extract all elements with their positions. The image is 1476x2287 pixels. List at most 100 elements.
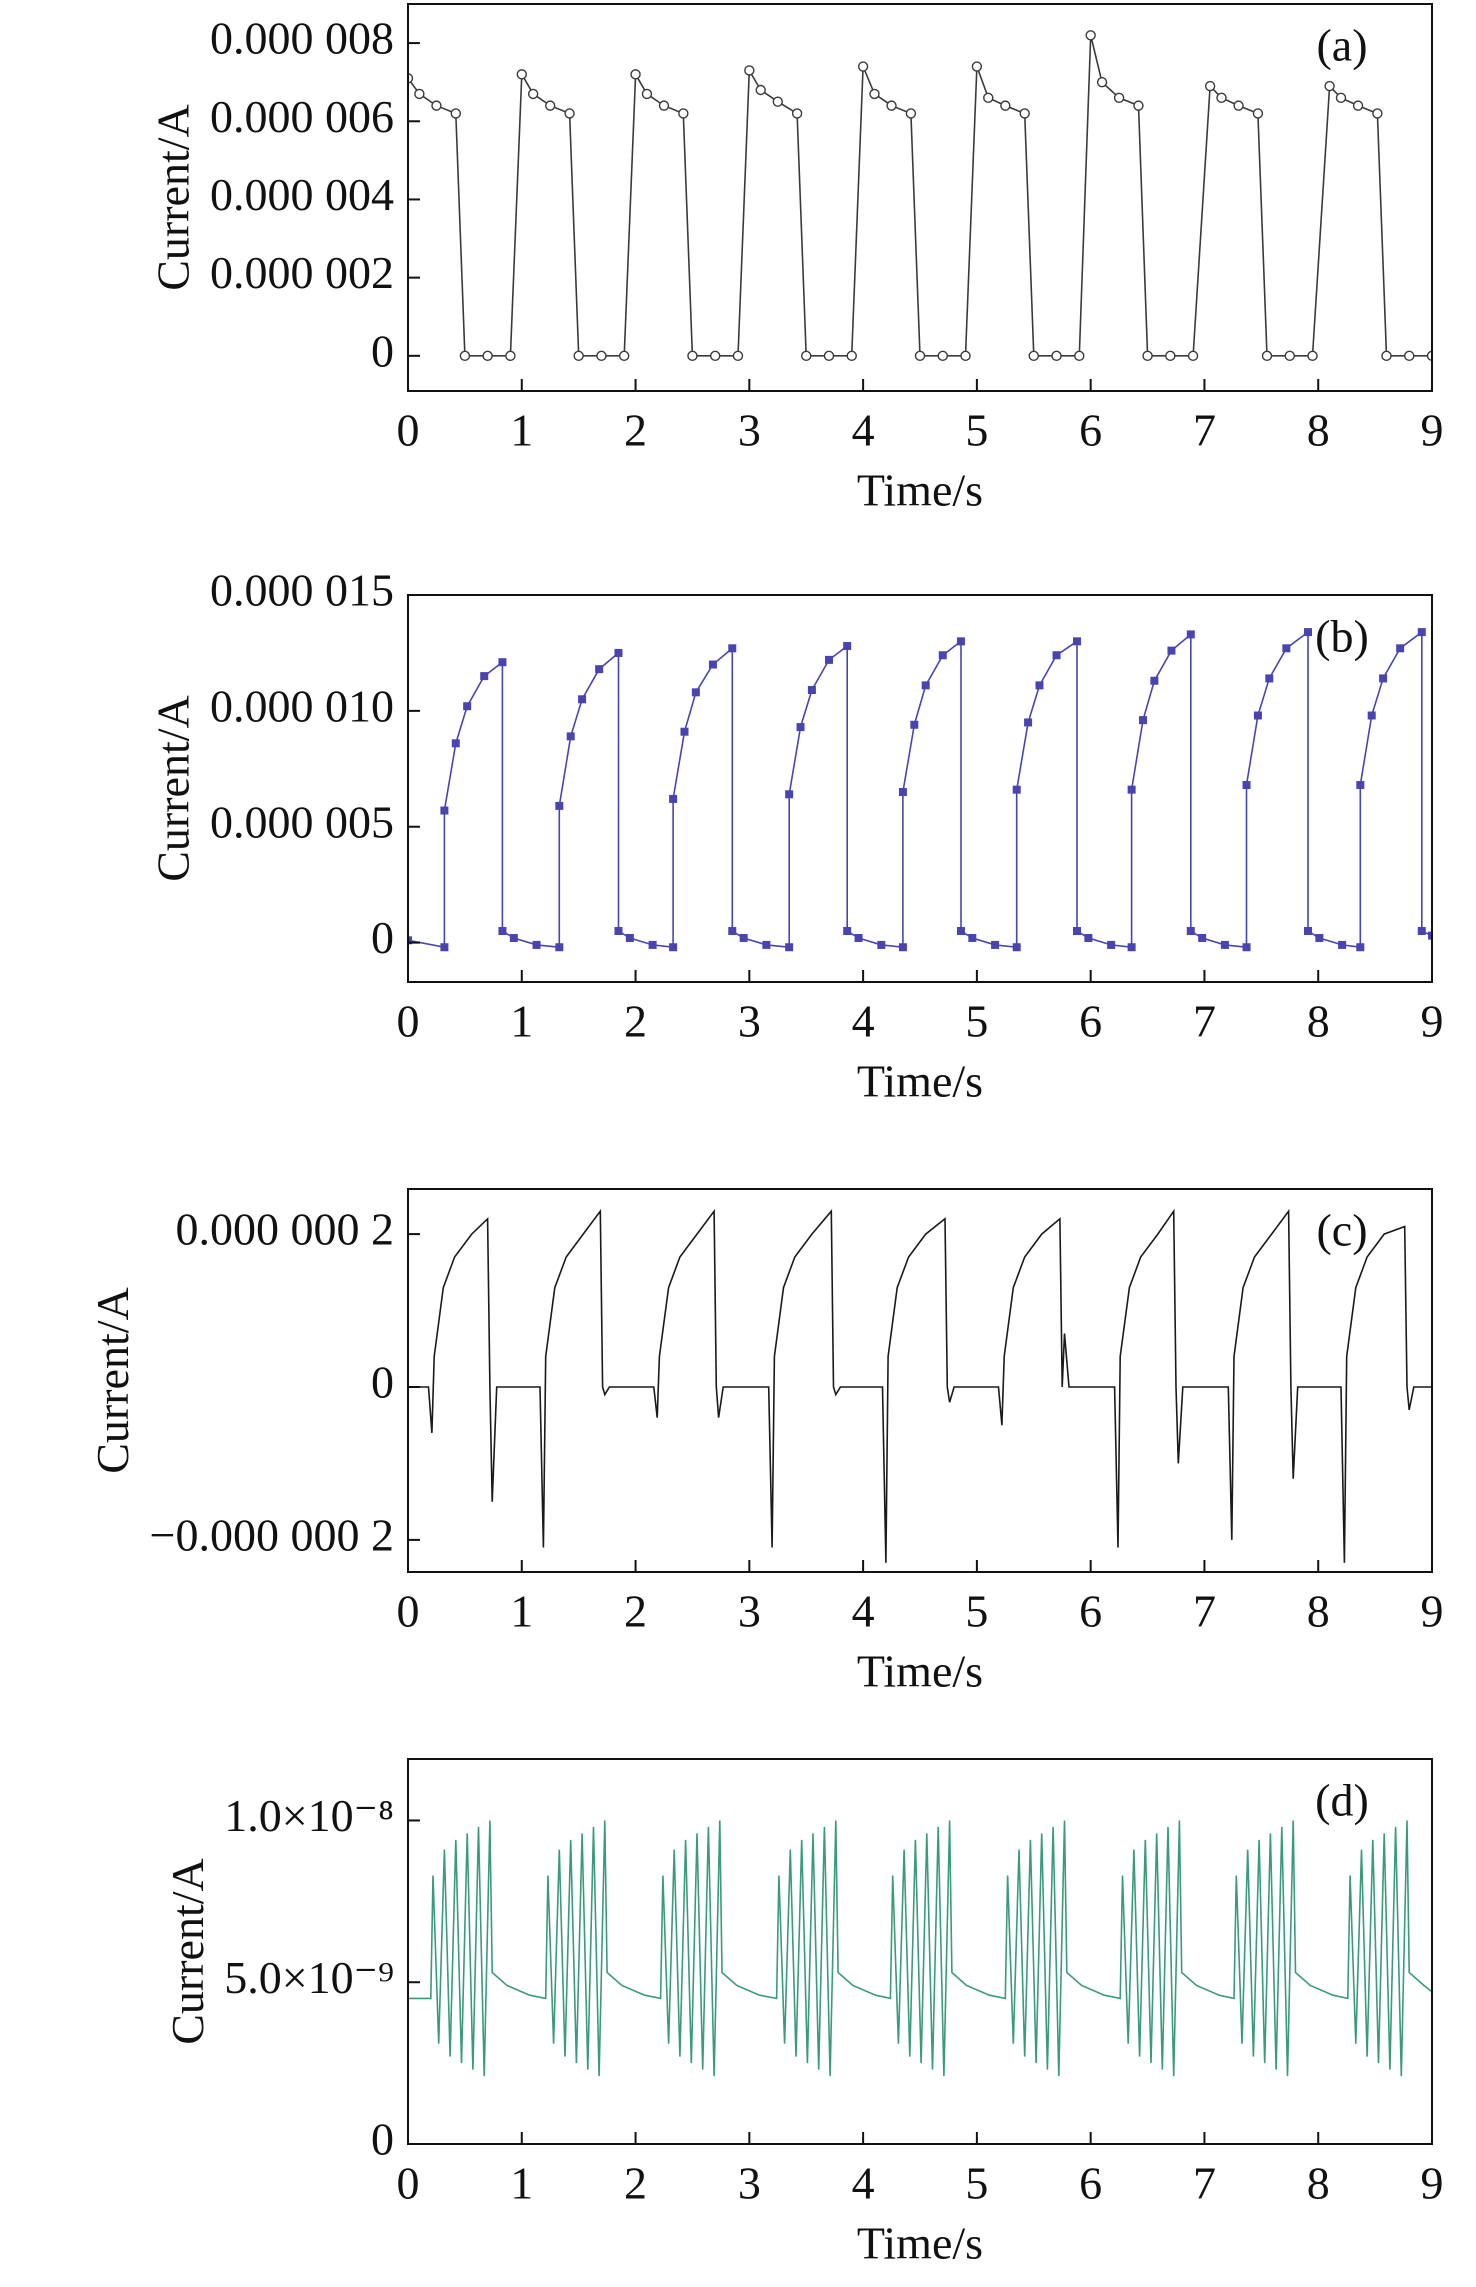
marker <box>1307 350 1318 362</box>
x-tick-label: 0 <box>397 405 420 456</box>
x-tick-label: 5 <box>965 405 988 456</box>
data-line <box>408 1208 1432 1563</box>
marker <box>898 943 907 952</box>
marker <box>1284 350 1295 362</box>
x-tick-label: 3 <box>738 405 761 456</box>
marker <box>857 61 869 72</box>
marker <box>614 927 623 936</box>
marker <box>1426 350 1432 362</box>
marker <box>482 350 493 362</box>
marker <box>648 940 657 949</box>
marker <box>408 936 412 945</box>
y-tick-label: 0 <box>371 2114 394 2165</box>
marker <box>1165 350 1176 362</box>
data-line <box>408 630 1432 949</box>
marker <box>1335 92 1347 104</box>
marker <box>1216 92 1227 104</box>
x-tick-label: 1 <box>510 2158 533 2209</box>
marker <box>755 84 766 96</box>
marker <box>1084 933 1093 942</box>
marker <box>801 350 812 362</box>
marker <box>1233 100 1244 111</box>
marker <box>505 350 516 362</box>
y-tick-label: 0.000 008 <box>210 13 394 64</box>
marker <box>1379 674 1388 683</box>
x-tick-label: 2 <box>624 1586 647 1637</box>
panel-label: (a) <box>1316 20 1367 71</box>
marker <box>1000 100 1011 111</box>
marker <box>728 644 737 653</box>
marker <box>843 927 852 936</box>
marker <box>614 648 623 657</box>
marker <box>1012 785 1021 794</box>
marker <box>1404 350 1415 362</box>
marker <box>1142 350 1153 362</box>
marker <box>1073 637 1082 646</box>
plot-frame <box>407 594 1433 983</box>
marker <box>618 350 630 362</box>
y-tick-label: 0.000 015 <box>210 565 394 616</box>
marker <box>480 672 489 681</box>
marker <box>1133 100 1144 111</box>
x-tick-label: 6 <box>1079 1586 1102 1637</box>
marker <box>408 73 414 84</box>
marker <box>1107 940 1116 949</box>
marker <box>1282 644 1291 653</box>
marker <box>1303 927 1312 936</box>
marker <box>807 686 816 695</box>
marker <box>843 641 852 650</box>
y-axis-label: Current/A <box>162 1858 213 2045</box>
marker <box>1396 644 1405 653</box>
marker <box>1024 718 1033 727</box>
marker <box>1338 940 1347 949</box>
marker <box>991 940 1000 949</box>
plot-area <box>408 30 1432 362</box>
marker <box>1204 80 1216 92</box>
marker <box>1198 933 1207 942</box>
y-tick-label: 0 <box>371 912 394 963</box>
panel-label: (c) <box>1316 1205 1367 1256</box>
x-tick-label: 7 <box>1193 1586 1216 1637</box>
marker <box>886 100 897 111</box>
x-tick-label: 6 <box>1079 405 1102 456</box>
plot-frame <box>407 1188 1433 1573</box>
marker <box>431 100 442 111</box>
marker <box>732 350 744 362</box>
x-tick-label: 4 <box>852 1586 875 1637</box>
marker <box>669 794 678 803</box>
marker <box>1261 350 1273 362</box>
marker <box>968 933 977 942</box>
y-axis-label: Current/A <box>87 1287 138 1474</box>
y-tick-label: 0 <box>371 1357 394 1408</box>
marker <box>1417 628 1426 637</box>
marker <box>710 350 721 362</box>
marker <box>1186 630 1195 639</box>
x-axis-label: Time/s <box>857 1056 983 1107</box>
panel-label: (b) <box>1315 611 1369 662</box>
marker <box>739 933 748 942</box>
marker <box>956 637 965 646</box>
marker <box>440 943 449 952</box>
y-tick-label: 0.000 010 <box>210 680 394 731</box>
marker <box>1074 350 1085 362</box>
plot-frame <box>407 3 1433 392</box>
marker <box>1324 80 1335 92</box>
marker <box>796 723 805 732</box>
marker <box>938 651 947 660</box>
x-axis-label: Time/s <box>857 2218 983 2269</box>
marker <box>687 350 698 362</box>
marker <box>451 739 460 748</box>
x-tick-label: 8 <box>1307 996 1330 1047</box>
x-tick-label: 5 <box>965 2158 988 2209</box>
panel: 0 1 2 3 4 5 6 7 8 9−0.000 000 200.000 000 2Curren… <box>87 1188 1444 1697</box>
x-tick-label: 4 <box>852 405 875 456</box>
marker <box>1381 350 1392 362</box>
x-tick-label: 8 <box>1307 2158 1330 2209</box>
marker <box>555 943 564 952</box>
x-tick-label: 3 <box>738 2158 761 2209</box>
marker <box>1127 785 1136 794</box>
data-line <box>408 35 1432 357</box>
panel-label: (d) <box>1315 1775 1369 1826</box>
marker <box>1096 76 1108 88</box>
